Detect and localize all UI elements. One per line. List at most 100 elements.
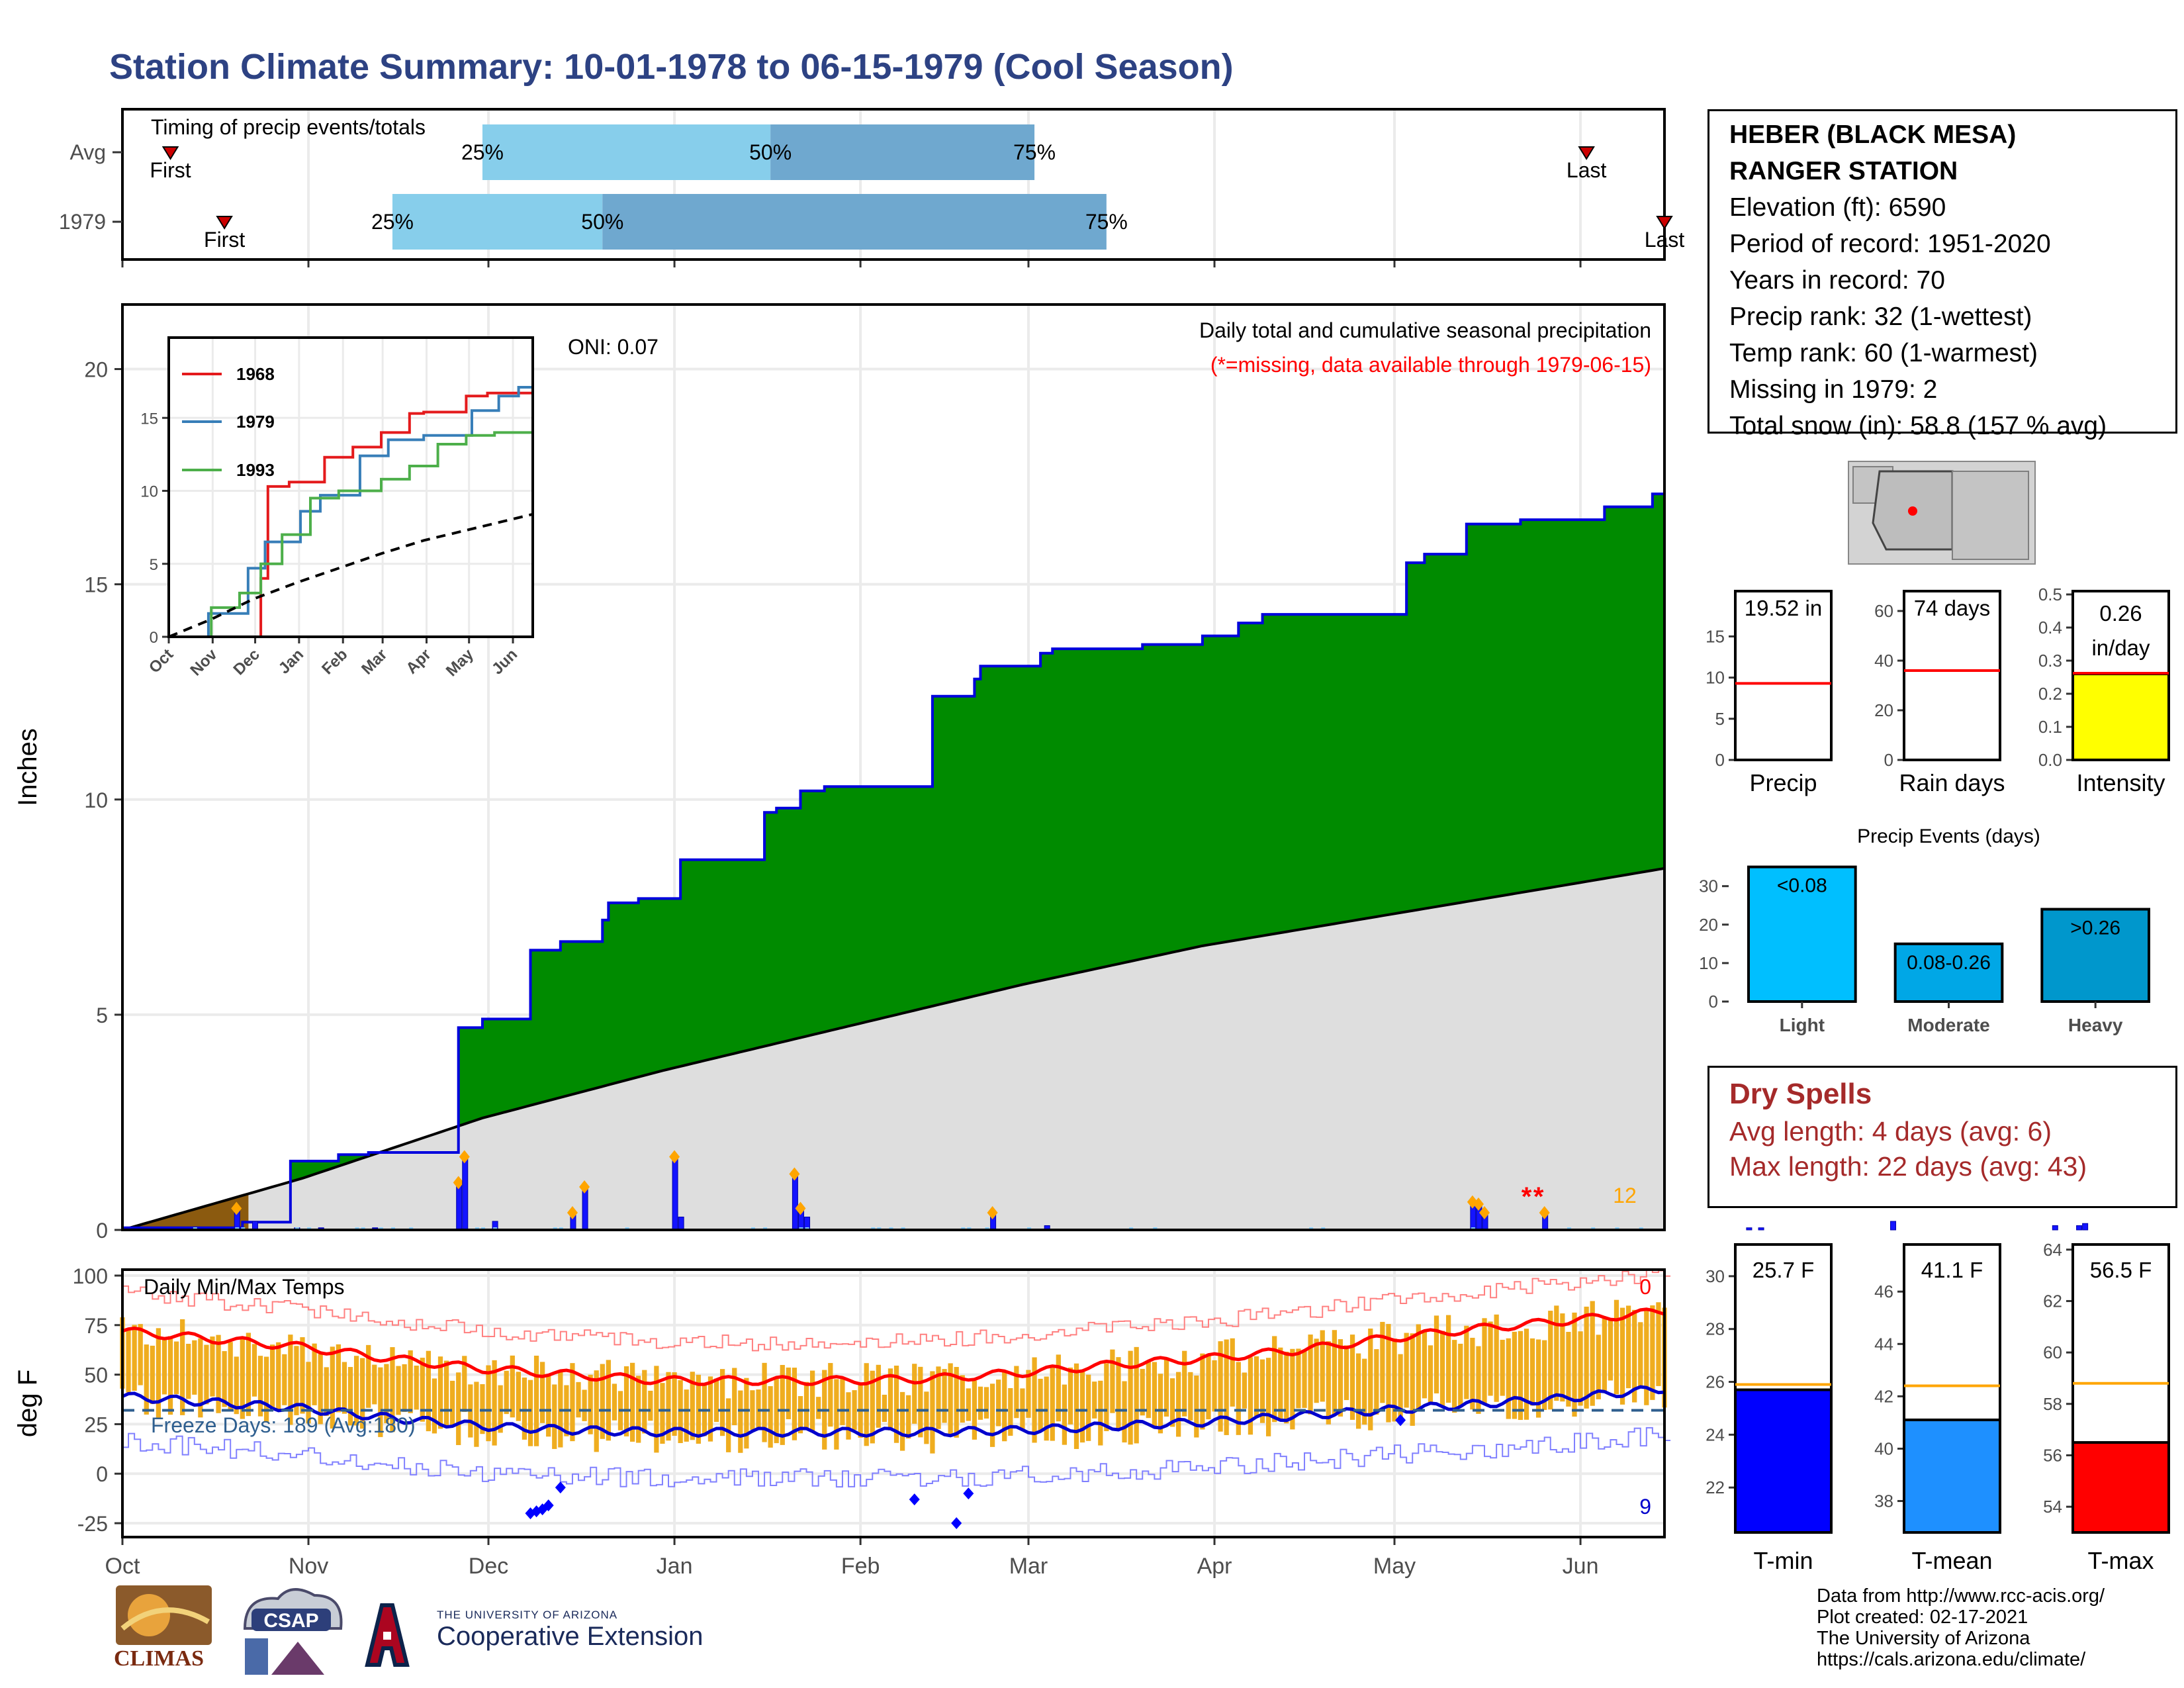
daily-temp-range-bar bbox=[672, 1372, 677, 1436]
daily-temp-range-bar bbox=[1644, 1309, 1649, 1405]
daily-temp-range-bar bbox=[1284, 1351, 1289, 1424]
daily-temp-range-bar bbox=[1343, 1345, 1349, 1401]
daily-temp-range-bar bbox=[474, 1382, 479, 1447]
daily-temp-range-bar bbox=[318, 1354, 323, 1425]
daily-temp-range-bar bbox=[1488, 1321, 1493, 1396]
station-name-line2: RANGER STATION bbox=[1729, 157, 1958, 185]
daily-temp-range-bar bbox=[906, 1395, 911, 1439]
daily-temp-range-bar bbox=[1566, 1331, 1571, 1407]
daily-temp-range-bar bbox=[1445, 1315, 1451, 1403]
daily-temp-range-bar bbox=[228, 1342, 233, 1412]
t-min-ytick-label: 30 bbox=[1706, 1266, 1725, 1286]
t-max-ytick-label: 60 bbox=[2043, 1342, 2062, 1362]
daily-temp-range-bar bbox=[1404, 1333, 1409, 1408]
daily-temp-range-bar bbox=[402, 1364, 407, 1413]
daily-temp-range-bar bbox=[533, 1355, 539, 1446]
daily-temp-range-bar bbox=[600, 1364, 605, 1439]
rain-days-ytick-label: 0 bbox=[1884, 750, 1893, 770]
events-bar-label: >0.26 bbox=[2070, 917, 2120, 939]
cumulative-average-area bbox=[122, 868, 1664, 1230]
daily-temp-range-bar bbox=[1146, 1361, 1151, 1419]
t-min-title: T-min bbox=[1754, 1547, 1813, 1574]
daily-temp-range-bar bbox=[942, 1369, 947, 1423]
daily-temp-range-bar bbox=[1218, 1341, 1223, 1432]
daily-temp-range-bar bbox=[1056, 1354, 1061, 1422]
precip-ytick-label: 5 bbox=[96, 1004, 108, 1027]
intensity-ytick-label: 0.2 bbox=[2038, 684, 2062, 704]
timing-bar-25-50 bbox=[392, 194, 603, 250]
daily-temp-range-bar bbox=[576, 1382, 581, 1418]
daily-temp-range-bar bbox=[516, 1372, 521, 1421]
daily-temp-range-bar bbox=[1242, 1372, 1247, 1409]
daily-temp-range-bar bbox=[606, 1360, 611, 1441]
timing-bar-50-75 bbox=[602, 194, 1107, 250]
daily-temp-range-bar bbox=[330, 1346, 335, 1429]
average-min-temp-line bbox=[121, 1385, 1665, 1438]
daily-temp-range-bar bbox=[852, 1390, 857, 1430]
daily-temp-range-bar bbox=[870, 1370, 875, 1444]
credits-plot-created: Plot created: 02-17-2021 bbox=[1817, 1607, 2028, 1628]
rain-days-ytick-label: 20 bbox=[1874, 700, 1893, 720]
events-bar-label: 0.08-0.26 bbox=[1907, 952, 1991, 974]
daily-temp-range-bar bbox=[1212, 1360, 1217, 1412]
daily-temp-range-bar bbox=[1338, 1339, 1343, 1417]
daily-temp-range-bar bbox=[1152, 1362, 1158, 1427]
daily-temp-range-bar bbox=[144, 1344, 149, 1415]
temp-ytick-label: 100 bbox=[73, 1264, 108, 1288]
record-low-line bbox=[122, 1427, 1671, 1488]
daily-temp-range-bar bbox=[150, 1345, 155, 1405]
daily-temp-range-bar bbox=[1452, 1340, 1457, 1413]
daily-temp-range-bar bbox=[882, 1394, 887, 1423]
daily-temp-range-bar bbox=[186, 1344, 191, 1399]
daily-temp-range-bar bbox=[1296, 1348, 1301, 1409]
daily-temp-range-bar bbox=[1349, 1335, 1355, 1420]
climas-logo-text: CLIMAS bbox=[114, 1646, 205, 1671]
daily-precip-bar bbox=[672, 1156, 678, 1231]
daily-temp-range-bar bbox=[893, 1366, 899, 1443]
daily-temp-range-bar bbox=[684, 1389, 689, 1442]
station-snow: Total snow (in): 58.8 (157 % avg) bbox=[1729, 412, 2107, 440]
daily-temp-range-bar bbox=[372, 1364, 377, 1405]
inset-frame bbox=[167, 336, 534, 638]
daily-temp-range-bar bbox=[1314, 1338, 1319, 1403]
precip-ytick-label: 0 bbox=[96, 1219, 108, 1243]
daily-temp-range-bar bbox=[1026, 1370, 1031, 1418]
daily-temp-range-bar bbox=[834, 1379, 839, 1450]
month-tick-label: Jun bbox=[1563, 1554, 1599, 1579]
daily-temp-range-bar bbox=[1428, 1345, 1433, 1404]
events-ytick-label: 10 bbox=[1699, 953, 1718, 973]
station-info-box: HEBER (BLACK MESA) RANGER STATION Elevat… bbox=[1707, 109, 2177, 440]
daily-temp-range-bar bbox=[1619, 1307, 1625, 1405]
climas-logo bbox=[116, 1585, 212, 1645]
daily-temp-range-bar bbox=[1008, 1387, 1013, 1436]
intensity-value-label: 0.26 bbox=[2099, 601, 2142, 626]
daily-temp-range-bar bbox=[1200, 1353, 1205, 1430]
timing-label-75: 75% bbox=[1085, 210, 1128, 234]
daily-temp-range-bar bbox=[954, 1366, 959, 1438]
daily-temp-range-bar bbox=[660, 1383, 665, 1444]
inset-ytick-label: 5 bbox=[150, 556, 158, 574]
daily-precip-bar bbox=[2076, 1225, 2083, 1231]
daily-temp-range-bar bbox=[222, 1351, 227, 1407]
daily-temp-range-bar bbox=[1290, 1348, 1295, 1430]
daily-temp-range-bar bbox=[1253, 1356, 1259, 1417]
daily-temp-range-bar bbox=[341, 1362, 347, 1414]
timing-bar-50-75 bbox=[770, 124, 1035, 180]
cumulative-1979-line bbox=[121, 485, 1666, 1230]
month-tick-label: Apr bbox=[1197, 1554, 1232, 1579]
daily-temp-range-bar bbox=[288, 1335, 293, 1425]
cooperative-extension-logo: THE UNIVERSITY OF ARIZONA Cooperative Ex… bbox=[437, 1609, 703, 1652]
record-low-marker bbox=[909, 1493, 920, 1506]
daily-temp-range-bar bbox=[594, 1370, 599, 1452]
record-low-marker bbox=[963, 1487, 974, 1500]
daily-temp-range-bar bbox=[1169, 1378, 1175, 1427]
map-state-new-mexico bbox=[1952, 471, 2029, 560]
temp-ytick-label: -25 bbox=[77, 1512, 108, 1536]
precip-ytick-label: 15 bbox=[84, 573, 108, 597]
daily-temp-range-bar bbox=[366, 1344, 371, 1408]
daily-temp-range-bar bbox=[1554, 1305, 1559, 1401]
daily-temp-range-bar bbox=[1535, 1339, 1541, 1418]
daily-temp-range-bar bbox=[899, 1391, 905, 1451]
rain-days-ytick-label: 60 bbox=[1874, 601, 1893, 621]
dry-spells-avg: Avg length: 4 days (avg: 6) bbox=[1729, 1116, 2052, 1147]
